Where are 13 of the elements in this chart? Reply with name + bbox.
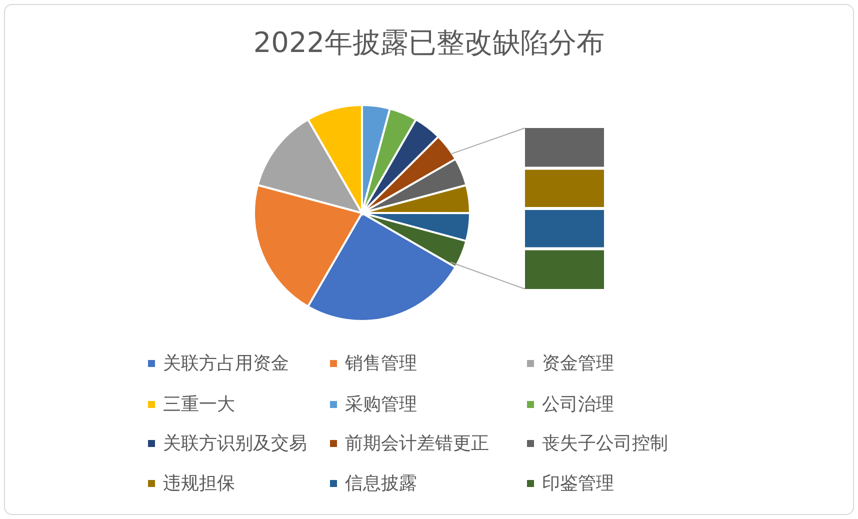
legend-label: 三重一大 [163, 393, 235, 416]
legend-label: 资金管理 [542, 352, 614, 375]
legend-label: 销售管理 [345, 352, 417, 375]
legend-label: 关联方识别及交易 [163, 432, 307, 455]
legend-label: 违规担保 [163, 472, 235, 495]
legend-label: 采购管理 [345, 393, 417, 416]
chart-title: 2022年披露已整改缺陷分布 [252, 25, 606, 61]
legend-label: 公司治理 [542, 393, 614, 416]
legend-label: 关联方占用资金 [163, 352, 289, 375]
legend-label: 丧失子公司控制 [542, 432, 668, 455]
legend-label: 印鉴管理 [542, 472, 614, 495]
legend-label: 信息披露 [345, 472, 417, 495]
legend-label: 前期会计差错更正 [345, 432, 489, 455]
